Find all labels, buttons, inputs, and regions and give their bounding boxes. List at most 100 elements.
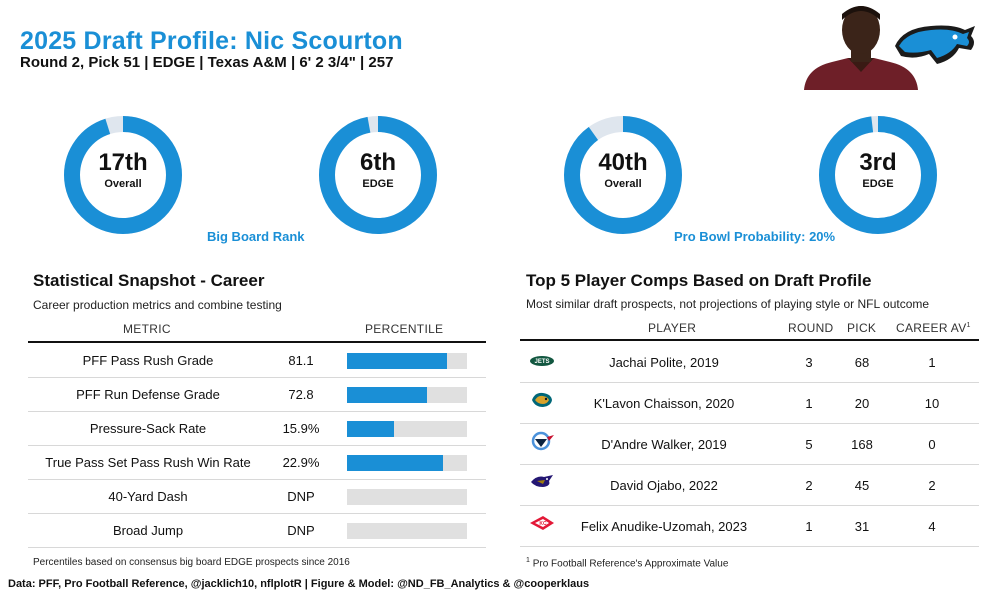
donut-big-board-edge: 6th EDGE	[318, 115, 438, 235]
column-header-percentile: PERCENTILE	[365, 322, 444, 336]
metric-name: PFF Pass Rush Grade	[82, 353, 214, 368]
column-header-metric: METRIC	[123, 322, 171, 336]
percentile-bar	[347, 353, 447, 369]
column-header-career-av: CAREER AV1	[896, 321, 971, 335]
rank-value: 6th	[360, 149, 396, 176]
percentile-bar	[347, 455, 443, 471]
percentile-bar-track	[347, 489, 467, 505]
row-divider	[28, 445, 486, 446]
draft-pick: 68	[854, 355, 870, 370]
metric-name: True Pass Set Pass Rush Win Rate	[45, 455, 251, 470]
rank-label: Overall	[604, 178, 642, 190]
chiefs-logo-icon: KC	[529, 513, 555, 531]
ring-fill	[819, 116, 937, 234]
rank-value: 17th	[98, 149, 148, 176]
career-av: 2	[928, 478, 936, 493]
draft-pick: 45	[854, 478, 870, 493]
percentile-bar	[347, 421, 394, 437]
donut-pro-bowl-edge: 3rd EDGE	[818, 115, 938, 235]
table-header-rule	[28, 341, 486, 343]
draft-round: 5	[805, 437, 813, 452]
percentile-bar-track	[347, 523, 467, 539]
titans-logo-icon	[529, 431, 555, 451]
percentile-bar	[347, 387, 428, 403]
ring-fill	[64, 116, 182, 234]
row-divider	[520, 505, 979, 506]
data-credit: Data: PFF, Pro Football Reference, @jack…	[8, 578, 590, 590]
rank-label: Overall	[104, 178, 142, 190]
column-header-round: ROUND	[788, 321, 834, 335]
ring-fill	[319, 116, 437, 234]
metric-name: PFF Run Defense Grade	[76, 387, 220, 402]
snapshot-subtitle: Career production metrics and combine te…	[33, 298, 282, 312]
metric-name: 40-Yard Dash	[108, 489, 188, 504]
row-divider	[28, 411, 486, 412]
column-header-pick: PICK	[847, 321, 877, 335]
snapshot-title: Statistical Snapshot - Career	[33, 271, 265, 290]
rank-value: 40th	[598, 149, 648, 176]
draft-pick: 168	[851, 437, 873, 452]
big-board-caption: Big Board Rank	[207, 229, 305, 244]
row-divider	[520, 546, 979, 547]
player-headshot	[802, 4, 920, 90]
row-divider	[520, 382, 979, 383]
svg-text:KC: KC	[539, 521, 547, 527]
ring-chart	[64, 116, 182, 234]
ravens-logo-icon	[529, 472, 555, 490]
column-header-player: PLAYER	[648, 321, 697, 335]
comps-title: Top 5 Player Comps Based on Draft Profil…	[526, 271, 872, 290]
snapshot-footnote: Percentiles based on consensus big board…	[33, 557, 350, 568]
footnote-text: Pro Football Reference's Approximate Val…	[532, 558, 729, 570]
comps-subtitle: Most similar draft prospects, not projec…	[526, 297, 930, 311]
player-name: Jachai Polite, 2019	[609, 355, 719, 370]
metric-value: 81.1	[288, 353, 314, 368]
panther-icon	[893, 20, 978, 70]
percentile-bar-track	[347, 387, 467, 403]
donut-pro-bowl-overall: 40th Overall	[563, 115, 683, 235]
player-name: D'Andre Walker, 2019	[601, 437, 727, 452]
row-divider	[28, 377, 486, 378]
rank-label: EDGE	[362, 178, 394, 190]
metric-value: DNP	[287, 489, 315, 504]
row-divider	[520, 423, 979, 424]
career-av: 10	[924, 396, 940, 411]
draft-pick: 20	[854, 396, 870, 411]
ring-chart	[564, 116, 682, 234]
career-av: 4	[928, 519, 936, 534]
ring-fill	[564, 116, 682, 234]
player-name: Felix Anudike-Uzomah, 2023	[580, 519, 748, 534]
row-divider	[28, 547, 486, 548]
metric-value: 22.9%	[282, 455, 320, 470]
pro-bowl-caption: Pro Bowl Probability: 20%	[674, 229, 836, 244]
comps-footnote: 1 Pro Football Reference's Approximate V…	[526, 557, 728, 569]
metric-value: DNP	[287, 523, 315, 538]
footnote-marker: 1	[966, 322, 971, 329]
draft-round: 1	[805, 396, 813, 411]
draft-round: 1	[805, 519, 813, 534]
metric-name: Pressure-Sack Rate	[89, 421, 207, 436]
footnote-marker: 1	[526, 557, 530, 564]
ring-chart	[319, 116, 437, 234]
ring-chart	[819, 116, 937, 234]
metric-value: 15.9%	[282, 421, 320, 436]
donut-big-board-overall: 17th Overall	[63, 115, 183, 235]
page-subtitle: Round 2, Pick 51 | EDGE | Texas A&M | 6'…	[20, 54, 394, 71]
rank-value: 3rd	[859, 149, 897, 176]
row-divider	[28, 479, 486, 480]
career-av-label: CAREER AV	[896, 321, 967, 335]
jets-logo-icon: JETS	[529, 352, 555, 370]
row-divider	[520, 464, 979, 465]
row-divider	[28, 513, 486, 514]
career-av: 0	[928, 437, 936, 452]
page-title: 2025 Draft Profile: Nic Scourton	[20, 27, 403, 55]
metric-name: Broad Jump	[112, 523, 184, 538]
percentile-bar-track	[347, 421, 467, 437]
percentile-bar-track	[347, 455, 467, 471]
metric-value: 72.8	[288, 387, 314, 402]
player-name: K'Lavon Chaisson, 2020	[593, 396, 735, 411]
career-av: 1	[928, 355, 936, 370]
draft-pick: 31	[854, 519, 870, 534]
jaguars-logo-icon	[529, 390, 555, 408]
draft-round: 2	[805, 478, 813, 493]
svg-text:JETS: JETS	[534, 359, 549, 365]
